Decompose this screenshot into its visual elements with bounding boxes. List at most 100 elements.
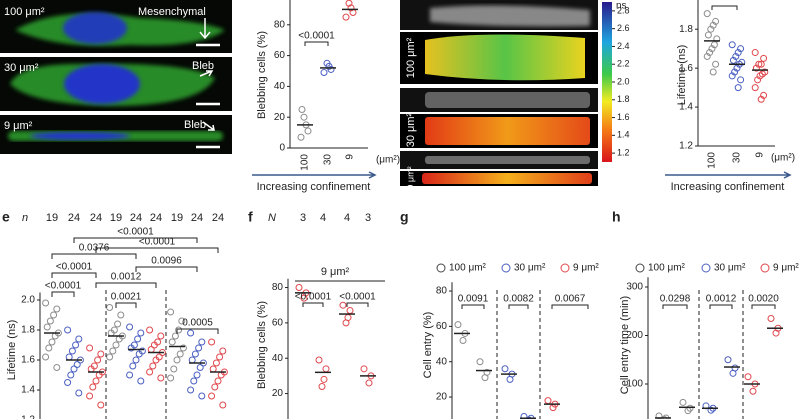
data-point bbox=[476, 358, 484, 366]
n-value: 4 bbox=[344, 212, 350, 224]
data-point bbox=[209, 365, 217, 373]
data-point bbox=[360, 365, 368, 373]
n-value: 24 bbox=[150, 212, 162, 224]
data-point bbox=[75, 389, 83, 397]
y-tick-label: 2.0 bbox=[21, 295, 35, 306]
data-point bbox=[126, 323, 134, 331]
data-point bbox=[732, 52, 740, 60]
bracket bbox=[51, 291, 75, 297]
data-point bbox=[703, 52, 711, 60]
data-point bbox=[304, 127, 312, 135]
data-point bbox=[298, 106, 306, 113]
data-point bbox=[72, 341, 80, 349]
data-point bbox=[459, 337, 467, 345]
data-point bbox=[733, 64, 741, 72]
y-tick-label: 40 bbox=[436, 356, 448, 367]
bracket bbox=[176, 328, 219, 334]
y-tick-label: 60 bbox=[272, 318, 284, 329]
data-point bbox=[126, 371, 134, 379]
data-point bbox=[196, 364, 204, 371]
data-point bbox=[320, 69, 328, 77]
data-point bbox=[347, 4, 355, 12]
y-tick-label: 1.2 bbox=[679, 141, 693, 152]
data-point bbox=[127, 344, 135, 352]
data-point bbox=[134, 335, 142, 343]
n-value: 4 bbox=[320, 212, 326, 224]
data-point bbox=[86, 344, 94, 352]
data-point bbox=[94, 356, 102, 364]
colorbar-tick-label: 1.4 bbox=[617, 130, 630, 140]
p-value: <0.0001 bbox=[117, 227, 154, 238]
data-point bbox=[346, 307, 354, 315]
data-point bbox=[219, 401, 227, 409]
y-tick-label: 80 bbox=[274, 19, 286, 30]
p-value: 0.0376 bbox=[79, 243, 110, 254]
confinement-arrow bbox=[252, 171, 377, 179]
data-point bbox=[112, 341, 120, 349]
data-point bbox=[157, 332, 165, 340]
colorbar-tick-label: 2.8 bbox=[617, 5, 630, 15]
y-tick-label: 20 bbox=[436, 392, 448, 403]
data-point bbox=[703, 10, 711, 18]
data-point bbox=[704, 31, 712, 39]
data-point bbox=[171, 332, 179, 340]
image-label: 100 μm² bbox=[405, 37, 417, 78]
data-point bbox=[756, 72, 764, 80]
data-point bbox=[114, 320, 122, 328]
data-point bbox=[757, 60, 765, 68]
n-value: 24 bbox=[68, 212, 80, 224]
n-value: 19 bbox=[171, 212, 183, 224]
bracket bbox=[302, 302, 324, 307]
data-point bbox=[50, 311, 58, 319]
image-label: 100 μm² bbox=[4, 6, 45, 18]
data-point bbox=[86, 392, 94, 400]
data-point bbox=[749, 387, 757, 395]
data-point bbox=[544, 397, 552, 405]
data-point bbox=[734, 49, 742, 57]
data-point bbox=[89, 383, 97, 391]
bracket bbox=[508, 304, 529, 309]
bracket bbox=[346, 302, 369, 307]
image-label: Bleb bbox=[192, 60, 214, 72]
x-tick-label: 100 bbox=[707, 152, 718, 169]
x-tick-label: 9 bbox=[345, 154, 356, 160]
data-point bbox=[760, 91, 768, 99]
data-point bbox=[187, 386, 195, 394]
data-point bbox=[193, 371, 201, 379]
data-point bbox=[710, 41, 718, 49]
data-point bbox=[65, 353, 73, 361]
bracket bbox=[73, 237, 198, 243]
colorbar-tick-label: 2.0 bbox=[617, 76, 630, 86]
data-point bbox=[109, 347, 117, 355]
data-point bbox=[137, 329, 145, 337]
data-point bbox=[48, 338, 56, 346]
data-point bbox=[339, 301, 347, 309]
image-panel-c: 100 μm² 30 μm² 9 μm² ns bbox=[400, 0, 627, 190]
bracket bbox=[51, 272, 97, 278]
y-tick-label: 1.4 bbox=[679, 102, 693, 113]
n-label: n bbox=[22, 212, 28, 224]
data-point bbox=[216, 353, 224, 361]
p-value: 0.0096 bbox=[151, 256, 182, 267]
bracket bbox=[95, 282, 157, 288]
x-tick-label: 100 bbox=[300, 154, 311, 171]
data-point bbox=[168, 338, 176, 346]
data-point bbox=[728, 72, 736, 80]
x-tick-label: 30 bbox=[732, 152, 743, 164]
data-point bbox=[219, 347, 227, 355]
data-point bbox=[191, 350, 199, 358]
data-point bbox=[707, 25, 715, 33]
y-tick-label: 300 bbox=[626, 282, 643, 293]
y-axis-label: Cell entry time (min) bbox=[619, 296, 631, 394]
data-point bbox=[179, 344, 187, 352]
y-tick-label: 80 bbox=[436, 286, 448, 297]
colorbar-tick-label: 2.6 bbox=[617, 23, 630, 33]
data-point bbox=[297, 133, 305, 141]
data-point bbox=[724, 356, 732, 364]
data-point bbox=[760, 54, 768, 62]
colorbar-tick-label: 2.2 bbox=[617, 59, 630, 69]
data-point bbox=[481, 374, 489, 382]
image-label: 30 μm² bbox=[4, 62, 39, 74]
y-tick-label: 60 bbox=[274, 50, 286, 61]
